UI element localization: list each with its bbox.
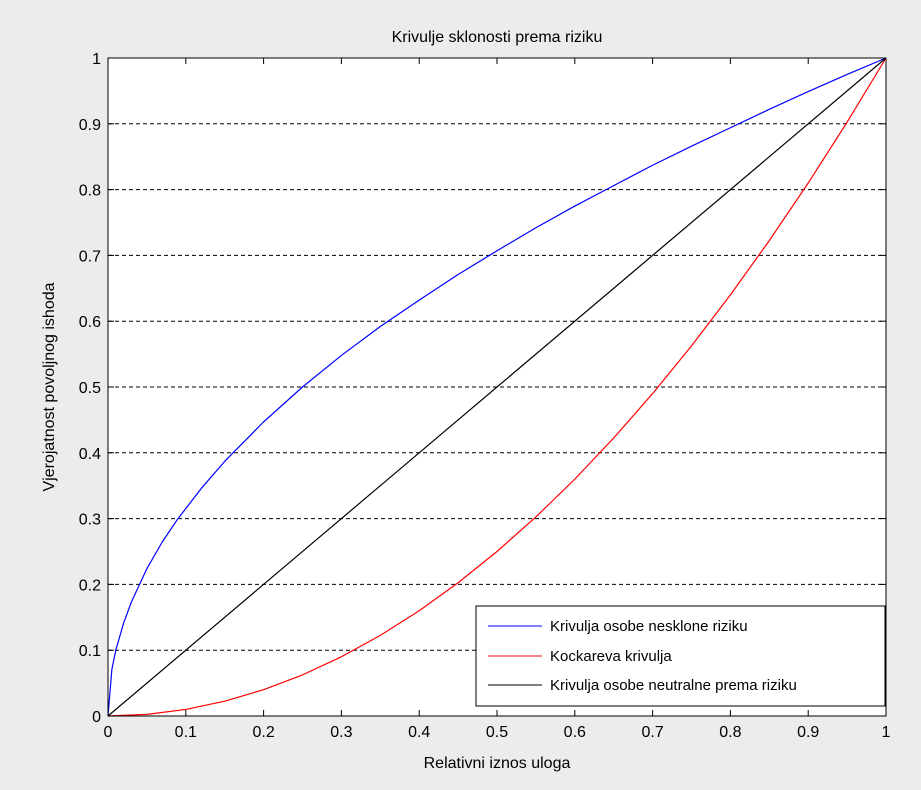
x-tick-label-0: 0 [104, 724, 113, 741]
x-tick-label-6: 0.6 [564, 724, 586, 741]
y-tick-label-0: 0 [92, 709, 101, 726]
y-tick-label-8: 0.8 [79, 183, 101, 200]
y-tick-label-4: 0.4 [79, 446, 101, 463]
y-tick-label-7: 0.7 [79, 248, 101, 265]
legend-label-nesklone: Krivulja osobe nesklone riziku [550, 618, 748, 635]
series-layer [107, 57, 887, 717]
x-tick-label-8: 0.8 [719, 724, 741, 741]
y-tick-label-10: 1 [92, 51, 101, 68]
legend-label-kockareva: Kockareva krivulja [550, 648, 672, 665]
series-line-neutralne [107, 57, 887, 717]
tick-layer: 0 0.1 0.2 0.3 0.4 0.5 0.6 0.7 0.8 0.9 1 0 0.1 0.2 0.3 0… [79, 51, 891, 741]
chart-title: Krivulje sklonosti prema riziku [392, 29, 603, 46]
x-axis-label: Relativni iznos uloga [424, 755, 571, 772]
y-tick-label-2: 0.2 [79, 577, 101, 594]
x-tick-label-5: 0.5 [486, 724, 508, 741]
series-line-nesklone [107, 57, 887, 717]
x-tick-label-1: 0.1 [175, 724, 197, 741]
x-tick-label-3: 0.3 [330, 724, 352, 741]
y-tick-label-3: 0.3 [79, 512, 101, 529]
x-tick-label-7: 0.7 [641, 724, 663, 741]
legend: Krivulja osobe nesklone riziku Kockareva… [475, 605, 886, 707]
legend-box [475, 605, 886, 707]
x-tick-label-10: 1 [882, 724, 891, 741]
y-tick-label-5: 0.5 [79, 380, 101, 397]
x-tick-label-2: 0.2 [252, 724, 274, 741]
legend-label-neutralne: Krivulja osobe neutralne prema riziku [550, 677, 797, 694]
y-axis-label: Vjerojatnost povoljnog ishoda [41, 282, 58, 491]
series-line-kockareva [107, 57, 887, 717]
y-tick-label-1: 0.1 [79, 643, 101, 660]
x-tick-label-9: 0.9 [797, 724, 819, 741]
y-tick-label-6: 0.6 [79, 314, 101, 331]
x-tick-label-4: 0.4 [408, 724, 430, 741]
y-tick-label-9: 0.9 [79, 117, 101, 134]
